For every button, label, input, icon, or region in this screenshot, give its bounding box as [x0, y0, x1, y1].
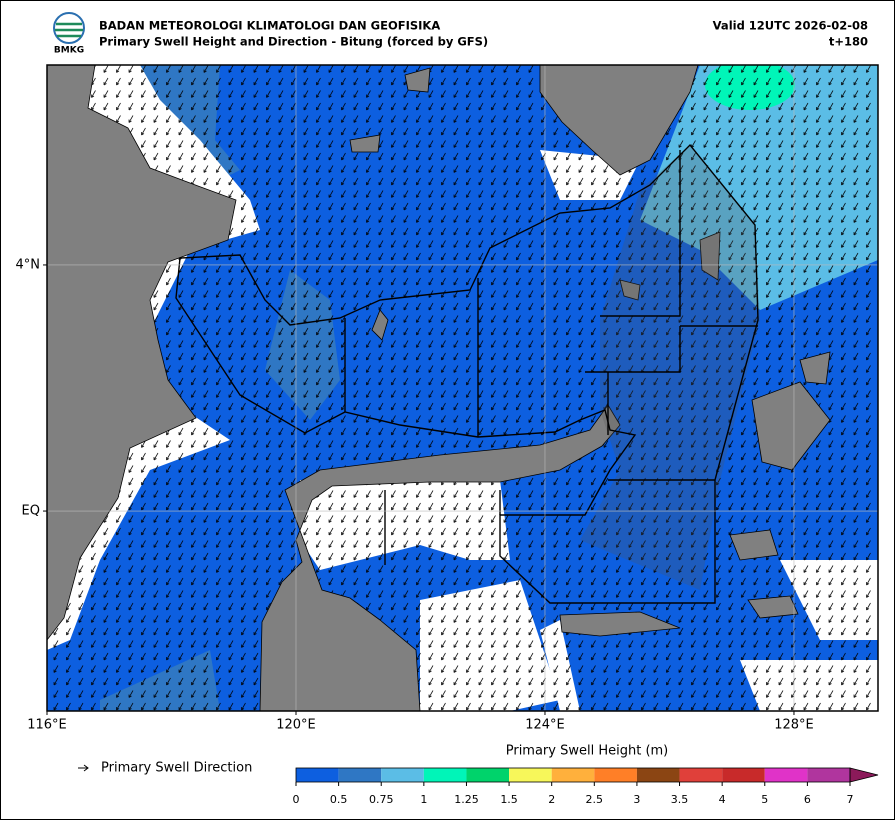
map-frame — [46, 64, 879, 712]
direction-legend: Primary Swell Direction — [101, 761, 252, 776]
colorbar-tick-label: 7 — [847, 793, 854, 806]
x-tick-label: 116°E — [27, 718, 67, 733]
colorbar-tick-label: 5 — [761, 793, 768, 806]
colorbar-bin — [509, 768, 552, 782]
x-tick-label: 124°E — [525, 718, 565, 733]
colorbar-bin — [381, 768, 424, 782]
colorbar-tick-label: 4 — [719, 793, 726, 806]
colorbar-bin — [594, 768, 637, 782]
logo-text: BMKG — [54, 46, 84, 56]
valid-time: Valid 12UTC 2026-02-08 — [713, 19, 868, 33]
subtitle: Primary Swell Height and Direction - Bit… — [99, 35, 488, 49]
colorbar-bin — [679, 768, 723, 782]
colorbar-frame — [295, 767, 851, 783]
colorbar-tick-label: 3 — [633, 793, 640, 806]
colorbar-tick-label: 2 — [548, 793, 555, 806]
y-tick-label: EQ — [22, 504, 40, 519]
colorbar-tick-label: 0.5 — [330, 793, 348, 806]
y-tick-label: 4°N — [16, 257, 41, 272]
colorbar-tick-label: 6 — [804, 793, 811, 806]
direction-arrow — [78, 764, 89, 772]
colorbar-tick-label: 2.5 — [586, 793, 604, 806]
map — [47, 65, 878, 711]
colorbar-tick-label: 1.5 — [500, 793, 518, 806]
colorbar-bin — [551, 768, 595, 782]
colorbar-bin — [636, 768, 680, 782]
colorbar-bin — [296, 768, 339, 782]
colorbar-tick-label: 1.25 — [454, 793, 479, 806]
colorbar-bin — [338, 768, 382, 782]
x-tick-label: 120°E — [276, 718, 316, 733]
logo: BMKG — [53, 12, 85, 56]
colorbar-tick-label: 1 — [420, 793, 427, 806]
colorbar-tick-label: 0.75 — [369, 793, 394, 806]
colorbar-bin — [764, 768, 808, 782]
colorbar-title: Primary Swell Height (m) — [506, 744, 669, 759]
colorbar-bin — [423, 768, 467, 782]
title: BADAN METEOROLOGI KLIMATOLOGI DAN GEOFIS… — [99, 19, 440, 33]
colorbar-tick-label: 3.5 — [671, 793, 689, 806]
colorbar-bin — [722, 768, 765, 782]
colorbar-tick-label: 0 — [293, 793, 300, 806]
colorbar-bin — [466, 768, 510, 782]
lead-time: t+180 — [829, 35, 868, 49]
colorbar-bin — [807, 768, 850, 782]
x-tick-label: 128°E — [774, 718, 814, 733]
